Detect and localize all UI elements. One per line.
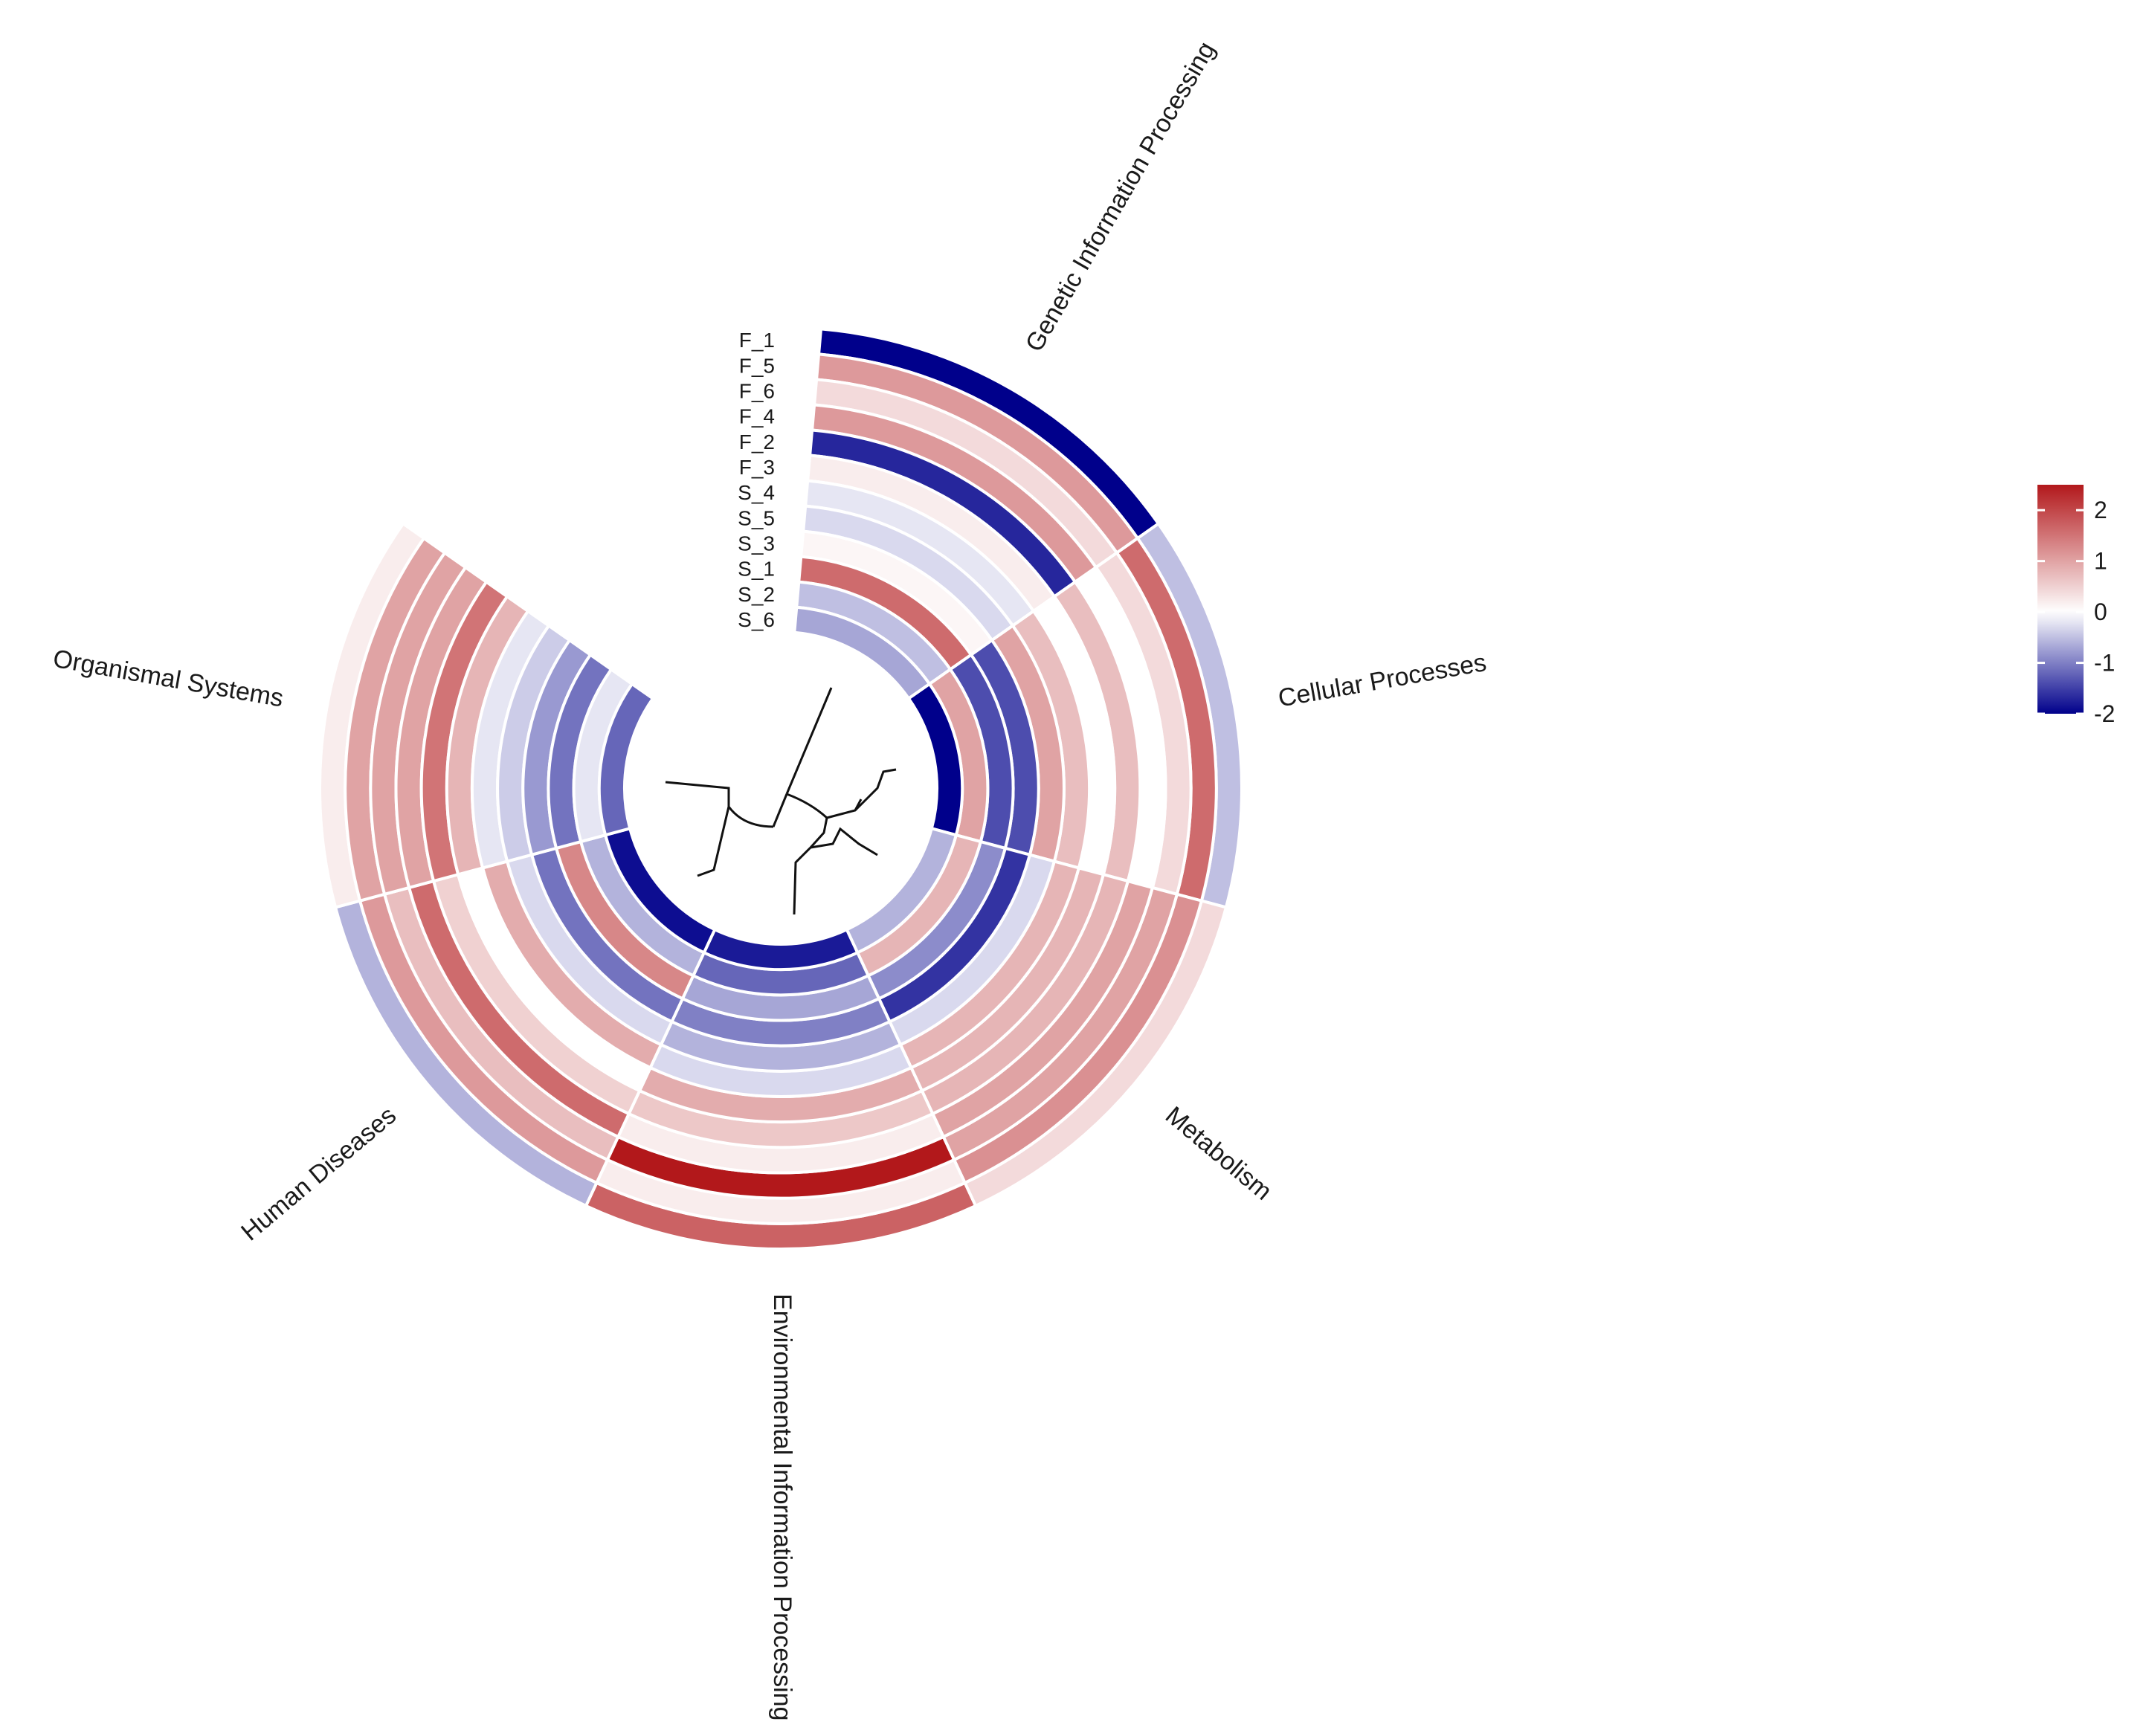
category-label-environmental-information-processing: Environmental Information Processing: [768, 1294, 796, 1721]
dendrogram-branch: [810, 827, 878, 856]
category-label-metabolism: Metabolism: [1160, 1101, 1277, 1206]
sample-label-s-3: S_3: [738, 532, 775, 555]
sample-label-s-4: S_4: [738, 481, 775, 504]
sample-label-f-6: F_6: [739, 379, 775, 402]
dendrogram: [665, 687, 897, 915]
category-label-organismal-systems: Organismal Systems: [51, 645, 286, 713]
dendrogram-branch: [697, 806, 730, 877]
heatmap-sectors: [318, 327, 1243, 1251]
sample-label-s-2: S_2: [738, 583, 775, 606]
dendrogram-branch: [727, 806, 774, 828]
dendrogram-branch: [665, 781, 730, 807]
colorbar-gradient: [2037, 485, 2084, 714]
colorbar-tick-label: -1: [2094, 650, 2115, 677]
category-label-human-diseases: Human Diseases: [236, 1101, 402, 1247]
sample-label-f-2: F_2: [739, 430, 775, 454]
sample-label-s-5: S_5: [738, 506, 775, 529]
sample-label-f-4: F_4: [739, 405, 775, 428]
colorbar-tick-label: 2: [2094, 497, 2107, 523]
sample-label-s-6: S_6: [738, 608, 775, 631]
category-label-cellular-processes: Cellular Processes: [1276, 648, 1489, 713]
dendrogram-branch: [786, 793, 828, 819]
sample-label-f-5: F_5: [739, 354, 775, 377]
heatmap-cell-s-6-organismal-systems: [597, 682, 655, 837]
colorbar-tick-label: 0: [2094, 598, 2107, 625]
sample-label-f-3: F_3: [739, 456, 775, 479]
sample-labels: F_1F_5F_6 F_4F_2F_3S_4S_5 S_3 S_1S_2S_6: [738, 329, 775, 631]
dendrogram-branch: [793, 817, 828, 915]
sample-label-f-1: F_1: [739, 329, 775, 352]
colorbar-tick-label: 1: [2094, 548, 2107, 575]
dendrogram-branch: [772, 793, 788, 827]
colorbar-tick-label: -2: [2094, 700, 2115, 727]
dendrogram-branch: [785, 687, 833, 795]
category-label-genetic-information-processing: Genetic Information Processing: [1020, 37, 1221, 357]
dendrogram-branch: [854, 768, 897, 812]
color-legend: 2 1 0 -1 -2: [2037, 485, 2115, 727]
sample-label-s-1: S_1: [738, 558, 775, 581]
category-labels: Genetic Information Processing Cellular P…: [51, 37, 1489, 1721]
